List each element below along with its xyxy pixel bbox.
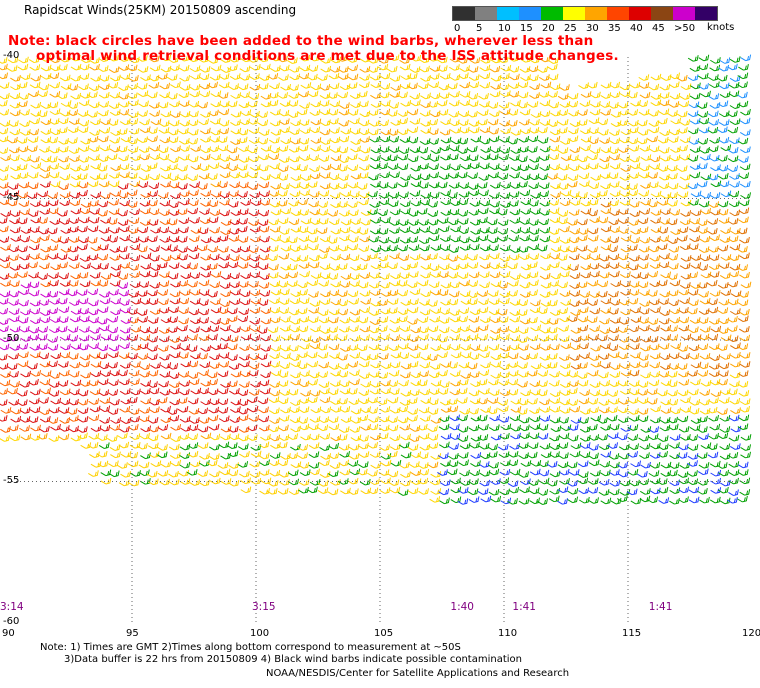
legend-swatch (497, 7, 519, 20)
legend-label: 0 (454, 23, 461, 34)
time-label: 3:15 (252, 601, 276, 613)
lon-label: 95 (126, 628, 139, 639)
lat-label: -50 (3, 333, 20, 344)
legend-label: 20 (542, 23, 555, 34)
legend-labels: 0 5 10 15 20 25 30 35 40 45 >50 (452, 21, 718, 35)
legend-label: 10 (498, 23, 511, 34)
time-label: 1:40 (450, 601, 474, 613)
legend-swatch (475, 7, 497, 20)
time-label: 1:41 (512, 601, 536, 613)
footer-credit: NOAA/NESDIS/Center for Satellite Applica… (266, 668, 570, 679)
legend-label: 5 (476, 23, 483, 34)
lon-label: 120 (742, 628, 760, 639)
legend-label: 40 (630, 23, 643, 34)
lat-label: -40 (3, 50, 20, 61)
wind-barbs (0, 54, 752, 505)
wind-speed-legend: 0 5 10 15 20 25 30 35 40 45 >50 (452, 6, 718, 35)
legend-label: 25 (564, 23, 577, 34)
time-label: 3:14 (0, 601, 24, 613)
lat-label: -60 (3, 616, 20, 627)
legend-swatch (607, 7, 629, 20)
legend-swatches (452, 6, 718, 21)
time-label: 1:41 (648, 601, 673, 613)
legend-label: >50 (674, 23, 696, 34)
legend-swatch (695, 7, 717, 20)
legend-label: 15 (520, 23, 533, 34)
legend-units: knots (707, 22, 735, 33)
legend-swatch (453, 7, 475, 20)
map-title: Rapidscat Winds(25KM) 20150809 ascending (24, 3, 297, 17)
footer-note-2: 3)Data buffer is 22 hrs from 20150809 4)… (64, 654, 522, 665)
legend-swatch (673, 7, 695, 20)
legend-swatch (629, 7, 651, 20)
lat-label: -55 (3, 474, 20, 486)
legend-swatch (585, 7, 607, 20)
lon-label: 110 (498, 628, 518, 639)
legend-swatch (563, 7, 585, 20)
lon-label: 90 (2, 628, 15, 639)
note-line-1: Note: black circles have been added to t… (8, 33, 594, 49)
lat-lon-grid (8, 57, 752, 623)
lon-label: 100 (250, 628, 270, 639)
lon-label: 105 (374, 628, 394, 639)
legend-label: 45 (652, 23, 665, 34)
lon-label: 115 (622, 628, 642, 639)
legend-swatch (541, 7, 563, 20)
legend-swatch (519, 7, 541, 20)
note-line-2: optimal wind retrieval conditions are me… (36, 48, 619, 64)
legend-label: 35 (608, 23, 621, 34)
footer-note-1: Note: 1) Times are GMT 2)Times along bot… (40, 642, 461, 653)
lat-label: -45 (3, 191, 20, 203)
legend-swatch (651, 7, 673, 20)
legend-label: 30 (586, 23, 599, 34)
